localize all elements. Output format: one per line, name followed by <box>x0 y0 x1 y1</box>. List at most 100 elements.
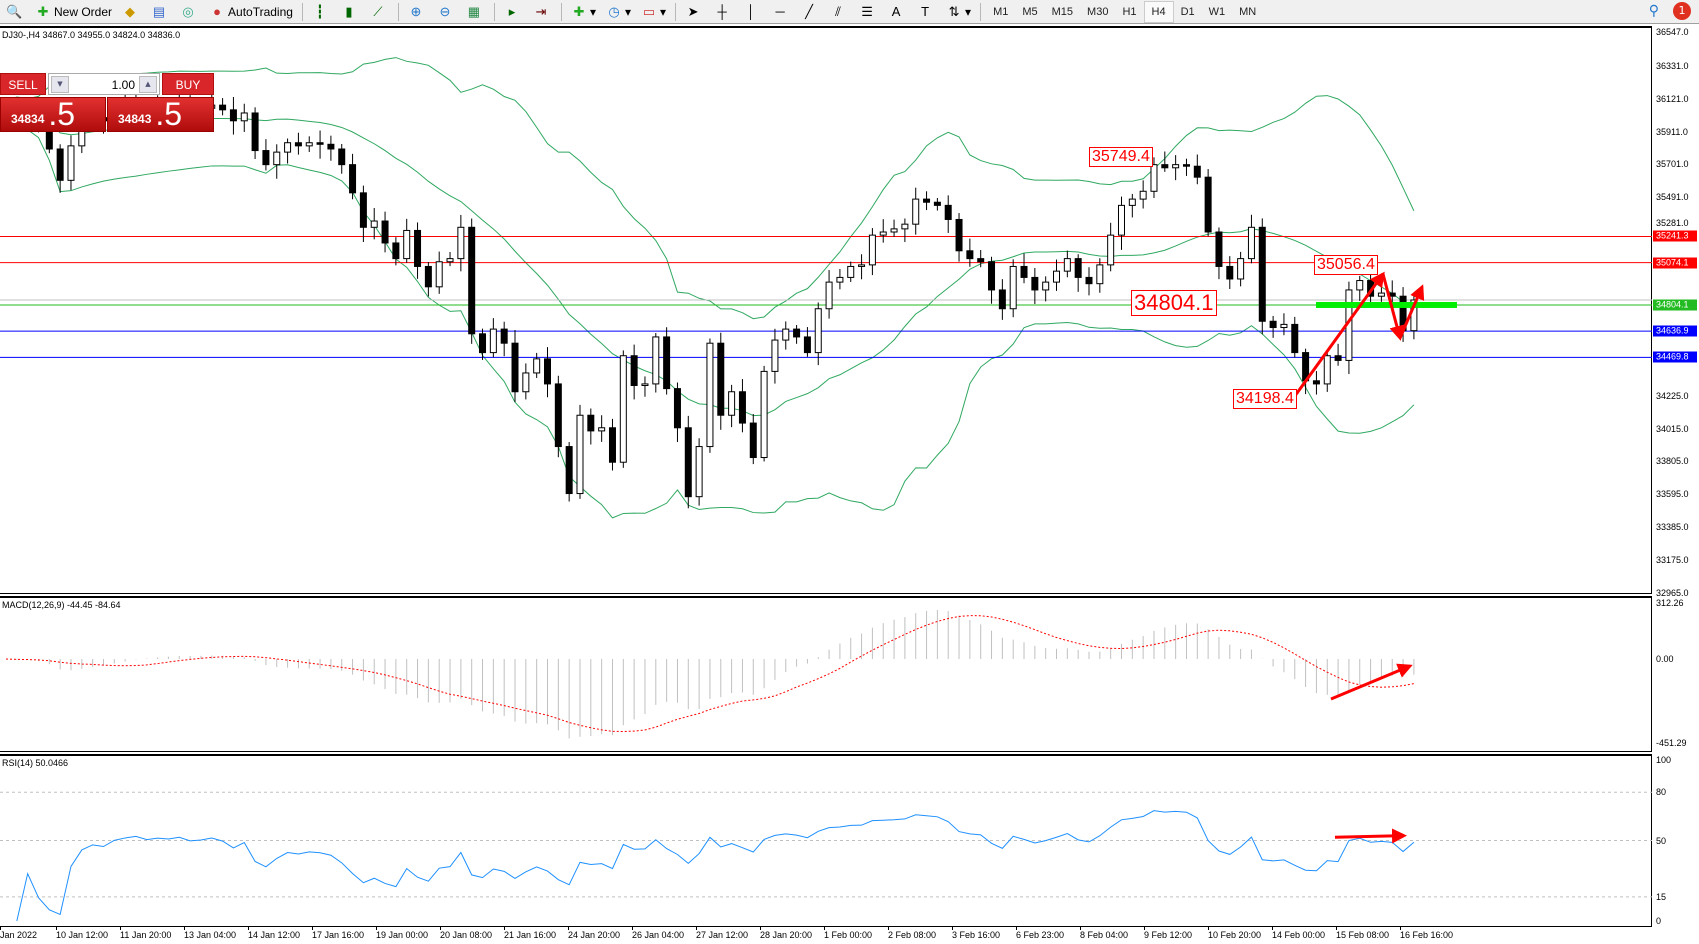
price-tick: 33805.0 <box>1656 456 1689 467</box>
tile-windows-icon: ▦ <box>467 3 481 19</box>
timeframe-h4[interactable]: H4 <box>1143 0 1174 23</box>
buy-button[interactable]: BUY <box>162 73 214 95</box>
new-order-button[interactable]: ✚ New Order <box>31 1 116 23</box>
candlestick-icon: ▮ <box>345 3 353 19</box>
price-axis[interactable]: 35241.3 35074.1 34804.1 34636.9 34469.8 36547… <box>1652 26 1699 598</box>
line-chart-button[interactable]: ⟋ <box>366 1 393 23</box>
timeframe-m15[interactable]: M15 <box>1051 5 1074 18</box>
candle-body <box>630 355 638 386</box>
market-watch-button[interactable]: ◆ <box>118 1 145 23</box>
vertical-line-button[interactable]: │ <box>739 1 766 23</box>
decrease-lots-button[interactable]: ▼ <box>51 76 69 93</box>
candle-body <box>771 339 779 372</box>
tile-windows-button[interactable]: ▦ <box>462 1 489 23</box>
candle-body <box>392 242 400 260</box>
rsi-tick: 0 <box>1656 916 1662 926</box>
cursor-button[interactable]: ➤ <box>681 1 708 23</box>
templates-button[interactable]: ▭ ▾ <box>642 3 667 19</box>
zoom-in-button[interactable]: ⊕ <box>404 1 431 23</box>
candle-body <box>1150 164 1158 192</box>
candle-body <box>1258 226 1266 322</box>
timeframe-m30[interactable]: M30 <box>1087 5 1109 18</box>
indicators-button[interactable]: ✚ ▾ <box>567 1 600 23</box>
candle-body <box>1128 198 1136 206</box>
fibonacci-button[interactable]: ☰ <box>855 1 882 23</box>
candle-body <box>728 391 736 416</box>
horizontal-line-button[interactable]: ─ <box>768 1 795 23</box>
periods-button[interactable]: ◷ ▾ <box>602 1 635 23</box>
price-tick: 36121.0 <box>1656 93 1689 104</box>
text-label-button[interactable]: T <box>913 1 940 23</box>
time-tick: 1 Feb 00:00 <box>824 930 873 940</box>
time-tick: 15 Feb 08:00 <box>1336 930 1390 940</box>
zoom-out-button[interactable]: ⊖ <box>433 1 460 23</box>
notifications-badge[interactable]: 1 <box>1673 2 1691 20</box>
candle-body <box>1323 355 1331 385</box>
candle-body <box>1356 280 1364 291</box>
timeframe-mn[interactable]: MN <box>1239 5 1257 18</box>
autotrading-button[interactable]: ● AutoTrading <box>205 1 297 23</box>
macd-pane[interactable]: MACD(12,26,9) -44.45 -84.64 <box>0 596 1652 752</box>
lot-size-input[interactable] <box>73 76 135 93</box>
price-tick: 33385.0 <box>1656 522 1689 533</box>
templates-icon: ▭ <box>642 3 656 19</box>
candle-body <box>229 109 237 122</box>
candle-body <box>684 427 692 498</box>
candle-body <box>327 143 335 150</box>
time-tick: 9 Feb 12:00 <box>1144 930 1193 940</box>
candle-body <box>933 201 941 206</box>
annotation-high[interactable]: 35749.4 <box>1089 147 1153 167</box>
sell-price[interactable]: 34834.5 <box>0 97 106 132</box>
increase-lots-button[interactable]: ▲ <box>139 76 157 93</box>
timeframe-d1[interactable]: D1 <box>1180 5 1195 18</box>
candle-body <box>1193 165 1201 178</box>
time-tick-mark <box>1400 927 1401 930</box>
candle-body <box>879 231 887 236</box>
trendline-icon: ╱ <box>805 3 813 19</box>
rsi-pane[interactable]: RSI(14) 50.0466 <box>0 754 1652 927</box>
macd-chart <box>5 609 1415 739</box>
chart-shift-button[interactable]: ⇥ <box>529 1 556 23</box>
price-tick: 35281.0 <box>1656 218 1689 229</box>
time-tick-mark <box>952 927 953 930</box>
price-chart-pane[interactable]: DJ30-,H4 34867.0 34955.0 34824.0 34836.0… <box>0 26 1652 594</box>
timeframe-m1[interactable]: M1 <box>993 5 1009 18</box>
time-tick: 28 Jan 20:00 <box>760 930 813 940</box>
arrows-button[interactable]: ⇅ ▾ <box>942 1 975 23</box>
time-tick: 19 Jan 00:00 <box>376 930 429 940</box>
candle-body <box>652 336 660 385</box>
toolbar-separator <box>397 2 399 21</box>
navigator-button[interactable]: ▤ <box>147 1 174 23</box>
trendline-button[interactable]: ╱ <box>797 1 824 23</box>
candlestick-button[interactable]: ▮ <box>337 1 364 23</box>
candle-body <box>305 142 313 147</box>
timeframe-h1[interactable]: H1 <box>1122 5 1137 18</box>
sell-price-pips: .5 <box>48 97 76 132</box>
timeframe-w1[interactable]: W1 <box>1208 5 1226 18</box>
candle-body <box>944 204 952 220</box>
text-button[interactable]: A <box>884 1 911 23</box>
auto-scroll-button[interactable]: ▸ <box>500 1 527 23</box>
annotation-swing-high[interactable]: 35056.4 <box>1314 255 1378 275</box>
candle-body <box>1085 276 1093 285</box>
sell-button[interactable]: SELL <box>0 73 46 95</box>
candle-body <box>489 328 497 354</box>
bollinger-lower <box>5 119 1415 519</box>
sell-price-main: 34834 <box>11 112 45 126</box>
annotation-low[interactable]: 34198.4 <box>1233 389 1297 409</box>
rsi-title: RSI(14) 50.0466 <box>2 758 69 768</box>
search-icon[interactable]: ⚲ <box>1648 3 1659 19</box>
buy-price[interactable]: 34843.5 <box>107 97 214 132</box>
time-tick-mark <box>760 927 761 930</box>
toolbar-separator <box>493 2 495 21</box>
crosshair-button[interactable]: ┼ <box>710 1 737 23</box>
price-tick: 35911.0 <box>1656 126 1688 137</box>
search-button[interactable]: 🔍 <box>2 1 29 23</box>
time-tick: 27 Jan 12:00 <box>696 930 749 940</box>
timeframe-m5[interactable]: M5 <box>1022 5 1038 18</box>
bar-chart-button[interactable]: ┇ <box>308 1 335 23</box>
annotation-support[interactable]: 34804.1 <box>1131 290 1217 316</box>
signals-button[interactable]: ◎ <box>176 1 203 23</box>
candle-body <box>67 145 75 181</box>
equidistant-channel-button[interactable]: ⫽ <box>826 1 853 23</box>
